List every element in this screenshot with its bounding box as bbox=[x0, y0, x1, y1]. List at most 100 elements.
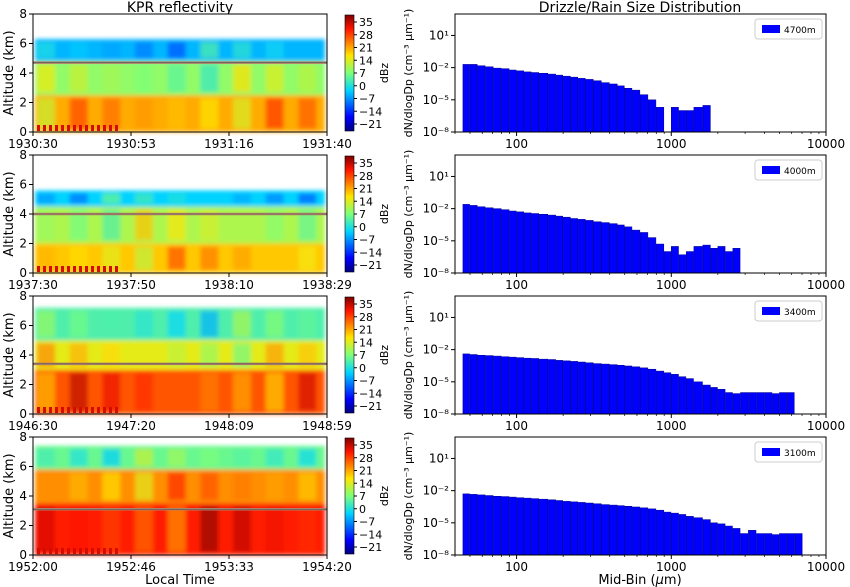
surface-echo bbox=[73, 125, 76, 131]
echo-streak bbox=[37, 42, 55, 59]
surface-echo bbox=[67, 407, 70, 413]
size-bin-bar bbox=[593, 503, 602, 556]
size-bin-bar bbox=[601, 222, 610, 274]
legend-box bbox=[754, 18, 823, 40]
echo-streak bbox=[233, 506, 251, 552]
size-bin-bar bbox=[609, 364, 618, 415]
x-tick-label: 10000 bbox=[807, 137, 845, 151]
echo-streak bbox=[298, 372, 317, 411]
surface-echo bbox=[73, 548, 76, 554]
echo-streak bbox=[135, 98, 153, 129]
echo-streak bbox=[37, 448, 55, 467]
size-bin-bar bbox=[469, 494, 478, 556]
colorbar-tick-label: 35 bbox=[359, 298, 373, 311]
echo-streak bbox=[200, 343, 219, 367]
size-bin-bar bbox=[748, 392, 757, 415]
size-bin-bar bbox=[671, 512, 679, 556]
size-bin-bar bbox=[601, 363, 610, 415]
size-bin-bar bbox=[493, 355, 502, 415]
colorbar-label: dBz bbox=[378, 63, 391, 84]
surface-echo bbox=[55, 407, 58, 413]
size-bin-bar bbox=[686, 516, 694, 556]
size-bin-bar bbox=[593, 363, 602, 415]
surface-echo bbox=[79, 125, 82, 131]
y-tick-label: 8 bbox=[19, 289, 27, 303]
legend-box bbox=[754, 441, 823, 463]
y-tick-label: 2 bbox=[19, 96, 27, 110]
size-bin-bar bbox=[632, 506, 641, 556]
echo-streak bbox=[265, 472, 284, 501]
colorbar-tick-label: 21 bbox=[359, 465, 373, 478]
surface-echo bbox=[79, 548, 82, 554]
size-bin-bar bbox=[702, 519, 711, 556]
size-bin-bar bbox=[562, 216, 571, 274]
x-tick-label: 1000 bbox=[656, 419, 687, 433]
echo-streak bbox=[200, 98, 219, 129]
surface-echo bbox=[115, 548, 118, 554]
colorbar-tick-label: 0 bbox=[359, 80, 366, 93]
surface-echo bbox=[97, 125, 100, 131]
x-tick-label: 100 bbox=[505, 560, 528, 574]
colorbar bbox=[344, 14, 355, 132]
echo-streak bbox=[135, 448, 153, 467]
size-bin-bar bbox=[593, 221, 602, 274]
plot-frame bbox=[454, 154, 827, 274]
echo-streak bbox=[265, 448, 284, 467]
size-bin-bar bbox=[538, 213, 548, 274]
colorbar-tick-label: −7 bbox=[359, 375, 375, 388]
size-bin-bar bbox=[547, 359, 556, 415]
size-bin-bar bbox=[624, 506, 633, 556]
size-bin-bar bbox=[477, 494, 486, 556]
surface-echo bbox=[115, 125, 118, 131]
size-bin-bar bbox=[779, 533, 787, 556]
size-bin-bar bbox=[493, 495, 502, 556]
size-bin-bar bbox=[725, 251, 733, 274]
echo-streak bbox=[102, 98, 121, 129]
size-bin-bar bbox=[671, 374, 679, 415]
x-tick-label: 1938:29 bbox=[302, 278, 352, 292]
colorbar-tick-label: 0 bbox=[359, 221, 366, 234]
echo-streak bbox=[135, 310, 153, 338]
size-bin-bar bbox=[501, 356, 510, 415]
plot-frame bbox=[454, 13, 827, 133]
size-bin-bar bbox=[538, 358, 548, 415]
size-bin-bar bbox=[725, 392, 733, 415]
size-bin-bar bbox=[624, 87, 633, 133]
legend-swatch bbox=[762, 307, 780, 315]
legend: 3400m bbox=[754, 300, 823, 322]
echo-streak bbox=[69, 42, 88, 59]
surface-echo bbox=[115, 266, 118, 272]
surface-echo bbox=[97, 266, 100, 272]
size-bin-bar bbox=[678, 110, 687, 133]
surface-echo bbox=[103, 548, 106, 554]
echo-streak bbox=[233, 193, 251, 204]
y-tick-label: 8 bbox=[19, 7, 27, 21]
x-tick-label: 1947:20 bbox=[106, 419, 156, 433]
size-distribution-panel-4: 100 1000 10000 10¹ 10⁻² 10⁻⁵ 10⁻⁸ dN/dlogDp (cm… bbox=[402, 432, 845, 574]
echo-streak bbox=[37, 64, 55, 93]
size-bin-bar bbox=[531, 72, 540, 133]
echo-streak bbox=[233, 472, 251, 501]
y-tick-label: 4 bbox=[19, 348, 27, 362]
size-bin-bar bbox=[493, 208, 502, 274]
echo-streak bbox=[298, 98, 317, 129]
x-tick-label: 1000 bbox=[656, 560, 687, 574]
echo-streak bbox=[200, 42, 219, 59]
size-bin-bar bbox=[663, 511, 672, 556]
surface-echo bbox=[37, 407, 40, 413]
size-bin-bar bbox=[624, 226, 633, 274]
colorbar-tick-label: −7 bbox=[359, 234, 375, 247]
size-bin-bar bbox=[740, 533, 749, 556]
size-bin-bar bbox=[593, 80, 602, 133]
size-bin-bar bbox=[794, 533, 803, 556]
x-tick-label: 100 bbox=[505, 278, 528, 292]
x-tick-label: 1931:16 bbox=[204, 137, 254, 151]
size-bin-bar bbox=[779, 392, 787, 415]
size-bin-bar bbox=[469, 354, 478, 415]
size-bin-bar bbox=[523, 212, 532, 274]
size-bin-bar bbox=[693, 517, 703, 556]
size-bin-bar bbox=[639, 507, 649, 556]
size-bin-bar bbox=[725, 525, 733, 556]
y-tick-label: 4 bbox=[19, 489, 27, 503]
